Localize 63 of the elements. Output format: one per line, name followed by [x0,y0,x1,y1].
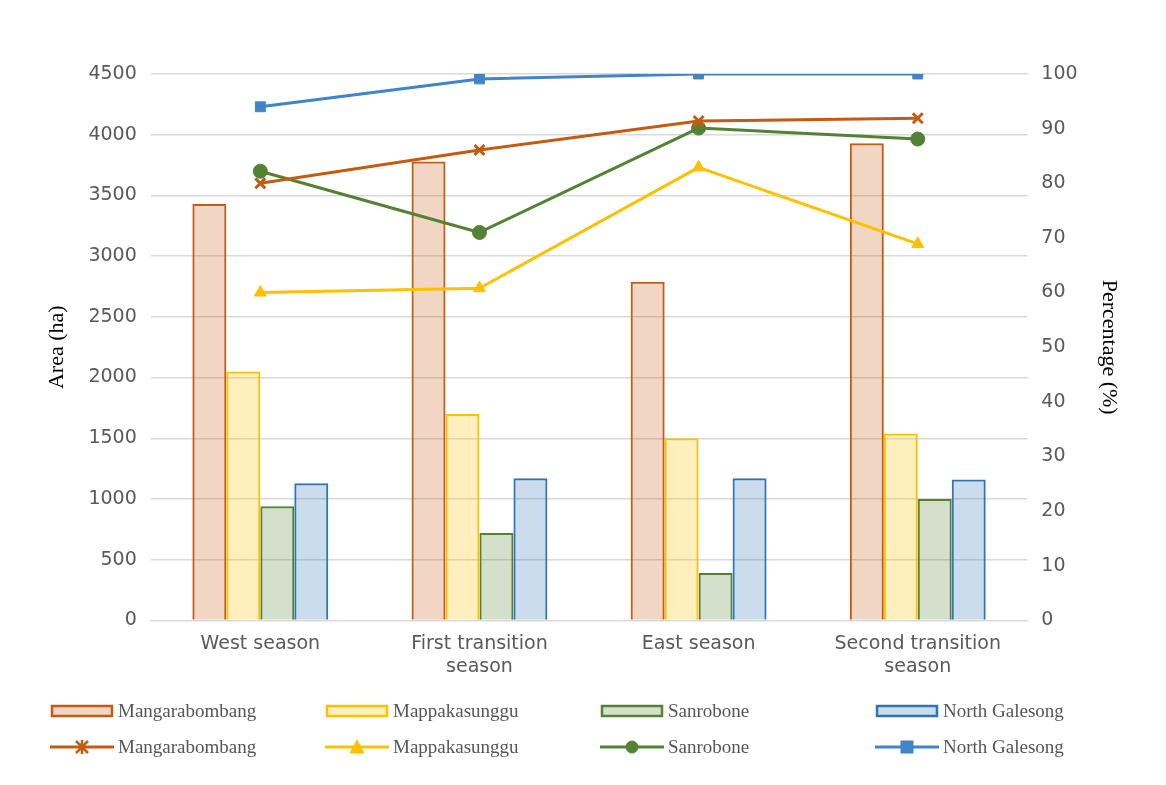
point [692,114,706,128]
bar [260,506,295,620]
y-tick-label: 500 [100,546,137,569]
y2-axis-title: Percentage (%) [1098,279,1124,415]
bar [445,413,480,620]
legend-label: North Galesong [943,736,1064,758]
point [692,159,706,172]
bar [479,532,514,620]
y2-tick-label: 80 [1041,170,1066,193]
point [911,236,925,248]
x-tick-label: West season [200,630,321,653]
legend-label: Sanrobone [668,736,750,758]
bar [630,281,665,620]
y-tick-label: 0 [124,607,137,630]
y-tick-label: 3500 [88,182,137,205]
y-tick-label: 4000 [88,121,137,144]
y2-tick-label: 60 [1041,279,1066,302]
point [254,101,266,113]
bar [732,478,767,620]
point [253,285,267,297]
bar [226,371,261,620]
point [471,224,487,240]
x-tick-label: Second transition season [834,630,1001,676]
bar [951,479,986,620]
y-tick-label: 3000 [88,243,137,266]
y-axis-title: Area (ha) [42,305,68,390]
y2-tick-label: 40 [1041,388,1066,411]
bar [192,203,227,620]
y-tick-label: 1000 [88,485,137,508]
legend-label: Mappakasunggu [393,736,519,758]
point [253,176,267,190]
bar [664,438,699,620]
y-tick-label: 2000 [88,364,137,387]
legend-label: Mangarabombang [118,700,257,722]
point [473,143,486,157]
x-tick-label: First transition season [411,630,548,676]
bar [698,573,733,620]
point [472,280,487,293]
x-tick-label: East season [641,630,756,653]
bar [849,143,884,620]
y2-tick-label: 10 [1041,552,1066,575]
y2-tick-label: 0 [1041,607,1054,630]
y2-tick-label: 100 [1041,60,1078,83]
point [252,163,268,179]
legend-label: Mappakasunggu [393,700,519,722]
legend-label: North Galesong [943,700,1064,722]
y2-tick-label: 90 [1041,115,1066,138]
y2-tick-label: 50 [1041,334,1066,357]
point [911,111,925,125]
point [474,74,485,85]
y2-tick-label: 20 [1041,498,1066,521]
point [910,131,926,147]
y2-tick-label: 30 [1041,443,1066,466]
bar [513,478,548,620]
y2-tick-label: 70 [1041,224,1066,247]
legend-label: Mangarabombang [118,736,257,758]
y-tick-label: 1500 [88,425,137,448]
bar [917,498,952,620]
bar [294,483,329,620]
y-tick-label: 4500 [88,60,137,83]
y-tick-label: 2500 [88,303,137,326]
legend-label: Sanrobone [668,700,750,722]
bar [883,433,918,620]
